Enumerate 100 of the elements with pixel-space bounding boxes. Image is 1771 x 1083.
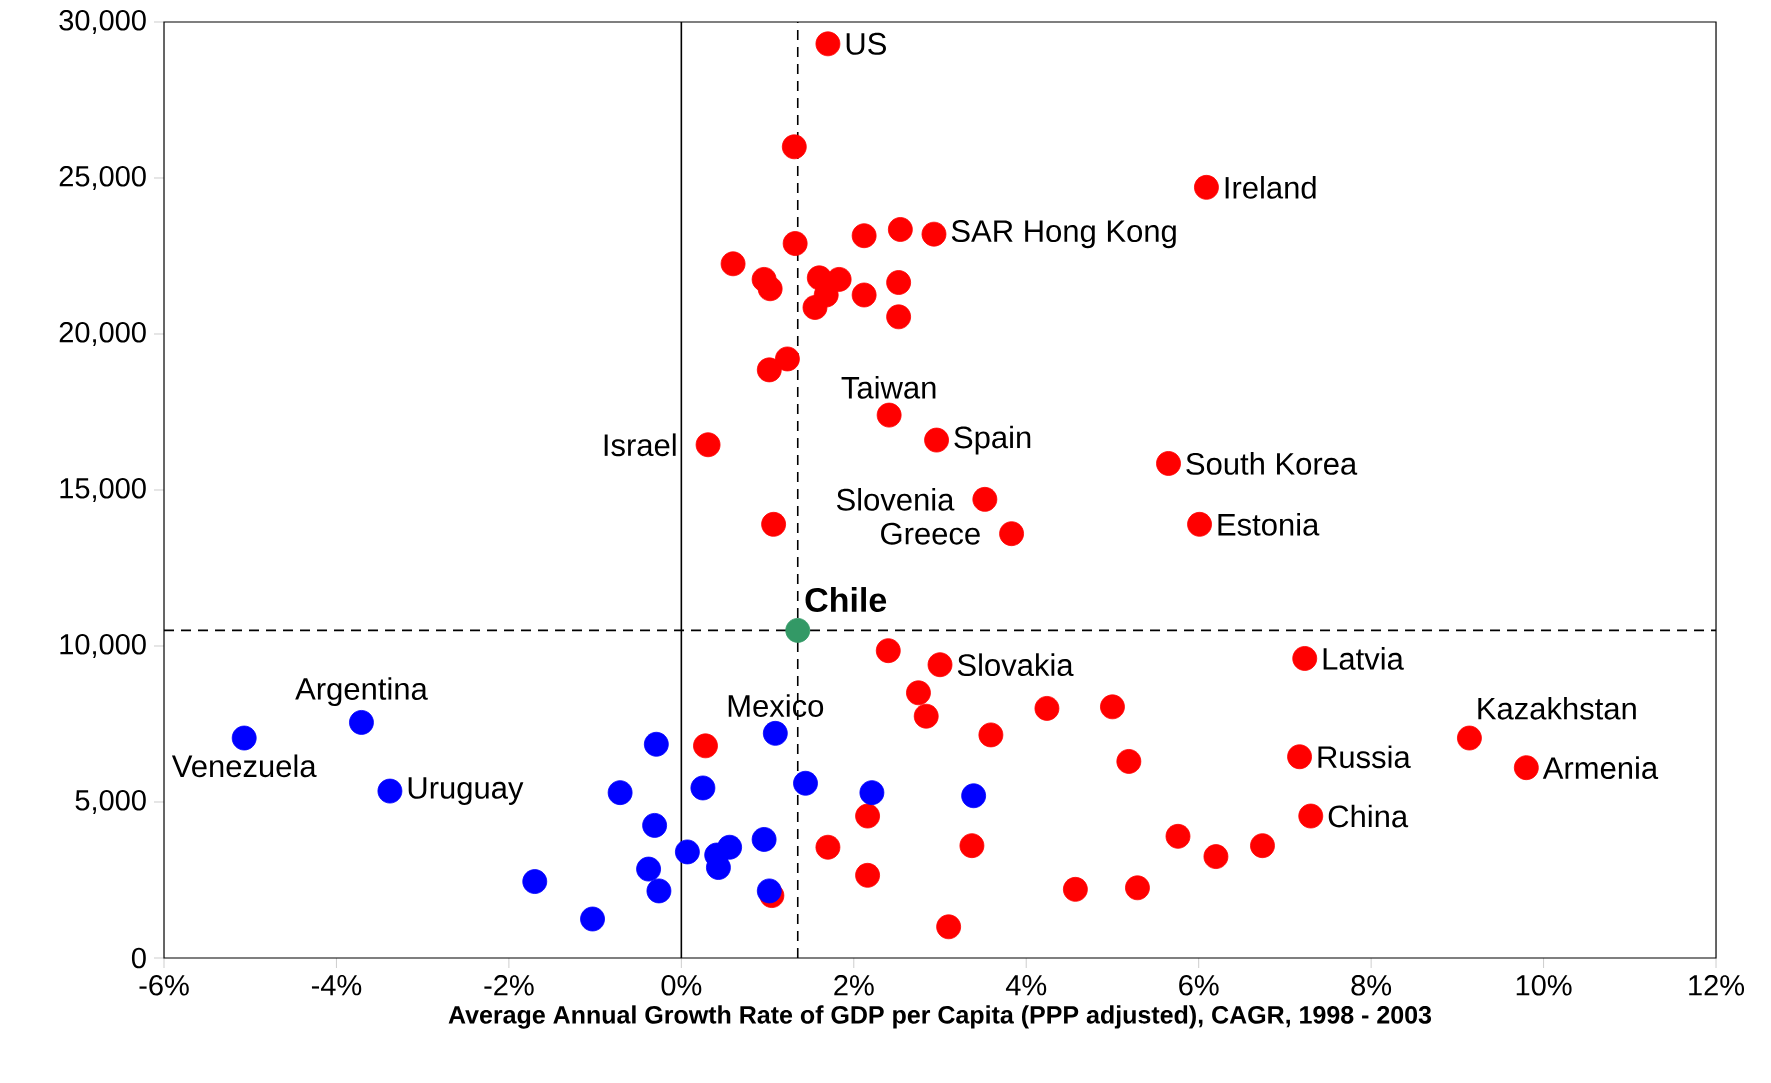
- point: [757, 276, 783, 302]
- point: [876, 402, 902, 428]
- point: [607, 780, 633, 806]
- point: [720, 251, 746, 277]
- point: [636, 856, 661, 882]
- y-tick-label: 0: [131, 947, 146, 969]
- point: [1292, 646, 1318, 671]
- point: [886, 304, 912, 330]
- x-tick-label: 0%: [661, 975, 702, 996]
- annotation: Spain: [954, 425, 1031, 455]
- point: [855, 803, 880, 829]
- point: [851, 282, 877, 308]
- point: [793, 770, 818, 796]
- point: [859, 780, 885, 806]
- point: [782, 231, 808, 256]
- point: [349, 710, 374, 735]
- x-tick-label: -6%: [139, 975, 189, 996]
- annotation: SAR Hong Kong: [951, 220, 1176, 249]
- point: [522, 869, 548, 894]
- annotation: Slovakia: [957, 653, 1074, 677]
- annotation: Taiwan: [841, 375, 936, 399]
- x-tick-label: 6%: [1179, 975, 1219, 996]
- annotation: Slovenia: [836, 487, 955, 511]
- point: [851, 223, 877, 249]
- point: [927, 652, 953, 678]
- point: [802, 295, 828, 320]
- point: [642, 813, 668, 838]
- point: [815, 834, 841, 860]
- x-tick-label: 8%: [1351, 975, 1392, 996]
- annotation: Argentina: [295, 677, 428, 707]
- point: [1513, 755, 1539, 781]
- point: [717, 834, 743, 860]
- point: [1100, 694, 1125, 720]
- annotation: Armenia: [1542, 756, 1659, 780]
- x-tick-label: -4%: [311, 975, 362, 996]
- point: [999, 521, 1024, 547]
- point: [1287, 744, 1312, 770]
- point: [913, 703, 939, 729]
- point: [936, 914, 962, 940]
- x-tick-label: 12%: [1689, 975, 1745, 996]
- point: [875, 638, 901, 664]
- y-tick-label: 30,000: [59, 10, 146, 34]
- annotation: Estonia: [1218, 512, 1320, 536]
- x-tick-label: 10%: [1516, 975, 1572, 996]
- point: [1116, 749, 1142, 774]
- point: [646, 878, 672, 904]
- point: [887, 217, 913, 242]
- x-tick-label: 2%: [834, 975, 874, 996]
- annotation: South Korea: [1186, 452, 1358, 475]
- point: [1194, 174, 1219, 200]
- point: [580, 906, 605, 932]
- point: [751, 827, 777, 852]
- point: [1165, 823, 1191, 849]
- point: [1034, 695, 1060, 721]
- point: [961, 783, 987, 809]
- annotation: Ireland: [1225, 175, 1316, 199]
- point: [924, 427, 949, 453]
- annotation: US: [846, 32, 886, 55]
- annotation: Kazakhstan: [1478, 696, 1636, 720]
- point: [1187, 511, 1212, 537]
- point: [1062, 876, 1088, 902]
- point: [761, 511, 786, 537]
- point: [756, 878, 782, 904]
- point: [643, 731, 669, 757]
- point: [695, 432, 721, 458]
- point: [775, 346, 800, 372]
- point: [826, 267, 852, 292]
- annotation: Mexico: [728, 694, 824, 717]
- point: [1125, 875, 1150, 901]
- point: [855, 862, 880, 888]
- point: [377, 778, 403, 804]
- annotation: Israel: [604, 433, 676, 457]
- point: [906, 680, 931, 706]
- y-tick-label: 20,000: [59, 322, 146, 346]
- point: [972, 486, 998, 512]
- point: [690, 775, 716, 801]
- point: [1203, 844, 1229, 869]
- annotation: Chile: [805, 587, 887, 613]
- annotation: Uruguay: [408, 777, 524, 805]
- x-tick-label: 4%: [1005, 975, 1047, 996]
- point: [978, 722, 1004, 748]
- point: [781, 134, 807, 160]
- point: [1250, 833, 1275, 859]
- point: [762, 720, 788, 746]
- point: [693, 733, 718, 759]
- x-axis-title: Average Annual Growth Rate of GDP per Capita (PPP adjusted), CAGR, 1998 - 2003: [448, 1005, 1432, 1029]
- point: [921, 221, 947, 247]
- point: [815, 31, 841, 57]
- point: [1457, 725, 1482, 751]
- y-tick-label: 5,000: [75, 790, 146, 814]
- point: [959, 833, 985, 859]
- x-tick-label: -2%: [484, 975, 534, 996]
- y-tick-label: 10,000: [60, 634, 146, 658]
- point: [1156, 451, 1181, 476]
- point: [231, 725, 257, 751]
- y-tick-label: 25,000: [59, 166, 146, 190]
- y-tick-label: 15,000: [60, 478, 146, 502]
- annotation: China: [1328, 804, 1409, 828]
- annotation: Greece: [881, 522, 980, 545]
- point: [674, 839, 700, 865]
